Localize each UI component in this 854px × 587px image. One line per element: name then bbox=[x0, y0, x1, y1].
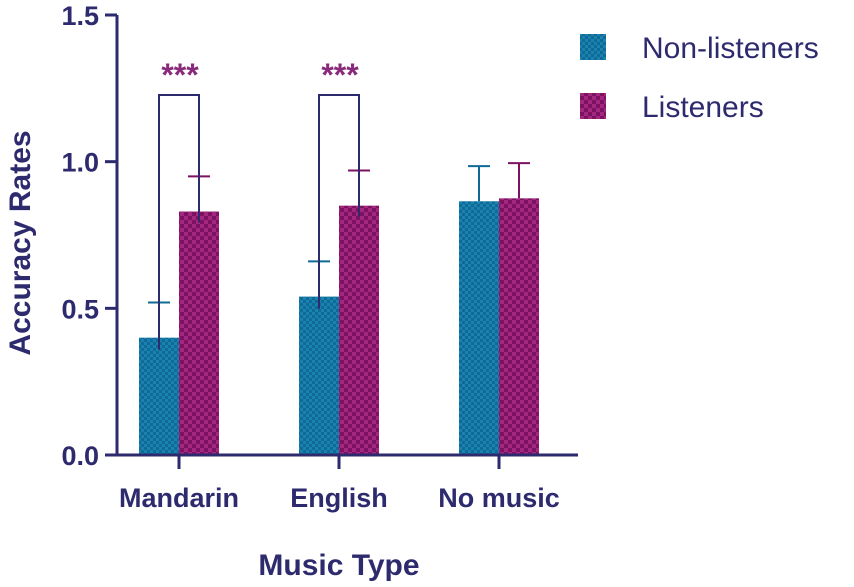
legend-swatch bbox=[580, 34, 606, 60]
axes-layer: 0.0 0.5 1.0 1.5 Mandarin English No music bbox=[61, 1, 578, 513]
y-tick-label: 0.5 bbox=[61, 294, 99, 324]
significance-bracket-mandarin: *** bbox=[158, 57, 200, 350]
x-tick-label: English bbox=[290, 483, 388, 513]
bar-listeners-english bbox=[339, 205, 379, 455]
significance-layer: *** *** bbox=[158, 57, 360, 350]
bar-listeners-mandarin bbox=[179, 211, 219, 455]
bar-non-listeners-mandarin bbox=[139, 337, 179, 455]
y-tick-label: 0.0 bbox=[61, 441, 99, 471]
x-tick-label: No music bbox=[438, 483, 560, 513]
error-bar-listeners-no-music bbox=[508, 162, 530, 199]
y-tick-label: 1.0 bbox=[61, 148, 99, 178]
legend-label: Non-listeners bbox=[642, 32, 819, 65]
bar-non-listeners-english bbox=[299, 296, 339, 455]
y-tick-label: 1.5 bbox=[61, 1, 99, 31]
y-axis-title: Accuracy Rates bbox=[4, 130, 37, 355]
significance-label: *** bbox=[321, 57, 359, 93]
legend-swatch bbox=[580, 93, 606, 119]
legend-item-non-listeners: Non-listeners bbox=[580, 32, 819, 65]
significance-bracket-english: *** bbox=[318, 57, 360, 309]
legend-item-listeners: Listeners bbox=[580, 91, 764, 124]
x-axis-title: Music Type bbox=[258, 549, 419, 582]
bar-non-listeners-no-music bbox=[459, 201, 499, 455]
error-bar-non-listeners-no-music bbox=[468, 165, 490, 202]
legend-label: Listeners bbox=[642, 91, 764, 124]
significance-label: *** bbox=[161, 57, 199, 93]
legend: Non-listeners Listeners bbox=[580, 32, 819, 124]
bar-listeners-no-music bbox=[499, 198, 539, 456]
x-tick-label: Mandarin bbox=[119, 483, 239, 513]
bars-layer bbox=[139, 198, 539, 456]
